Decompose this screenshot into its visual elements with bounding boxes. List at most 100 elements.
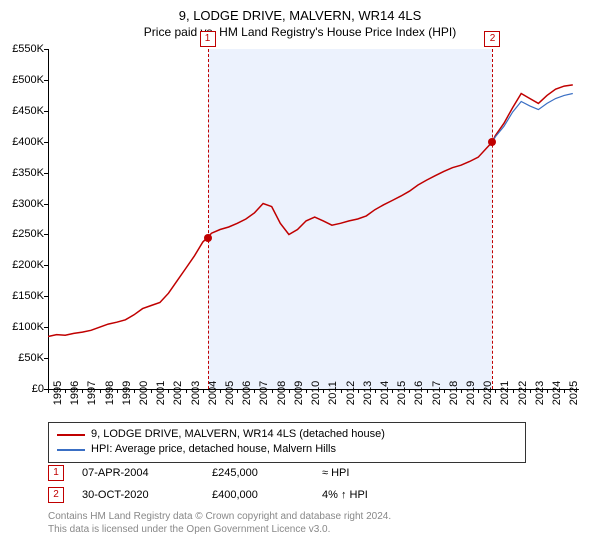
y-tick bbox=[44, 80, 48, 81]
x-tick bbox=[151, 389, 152, 393]
x-tick-label: 2018 bbox=[448, 381, 460, 405]
y-tick-label: £550K bbox=[0, 43, 44, 55]
x-tick-label: 2004 bbox=[207, 381, 219, 405]
x-tick-label: 1997 bbox=[86, 381, 98, 405]
y-tick-label: £400K bbox=[0, 136, 44, 148]
y-tick-label: £50K bbox=[0, 352, 44, 364]
x-tick bbox=[134, 389, 135, 393]
x-tick-label: 2022 bbox=[517, 381, 529, 405]
x-tick-label: 2010 bbox=[310, 381, 322, 405]
series-line-property bbox=[48, 85, 573, 337]
y-tick-label: £300K bbox=[0, 198, 44, 210]
x-tick-label: 2014 bbox=[379, 381, 391, 405]
line-layer bbox=[48, 49, 578, 389]
x-tick-label: 2025 bbox=[568, 381, 580, 405]
sale-row-price: £245,000 bbox=[212, 467, 322, 479]
x-tick-label: 1999 bbox=[121, 381, 133, 405]
x-tick-label: 2024 bbox=[551, 381, 563, 405]
x-tick bbox=[358, 389, 359, 393]
legend: 9, LODGE DRIVE, MALVERN, WR14 4LS (detac… bbox=[48, 422, 526, 463]
x-tick-label: 2006 bbox=[241, 381, 253, 405]
sale-marker-line bbox=[492, 49, 493, 389]
x-tick-label: 2019 bbox=[465, 381, 477, 405]
y-tick bbox=[44, 234, 48, 235]
x-tick bbox=[427, 389, 428, 393]
legend-label: HPI: Average price, detached house, Malv… bbox=[91, 442, 336, 457]
x-tick bbox=[272, 389, 273, 393]
sale-point bbox=[204, 234, 212, 242]
x-tick bbox=[409, 389, 410, 393]
y-tick bbox=[44, 358, 48, 359]
y-tick bbox=[44, 204, 48, 205]
x-tick-label: 1995 bbox=[52, 381, 64, 405]
x-tick bbox=[341, 389, 342, 393]
x-tick bbox=[392, 389, 393, 393]
y-tick-label: £200K bbox=[0, 259, 44, 271]
footer-line2: This data is licensed under the Open Gov… bbox=[48, 523, 391, 536]
sale-row-diff: 4% ↑ HPI bbox=[322, 489, 432, 501]
sale-row: 107-APR-2004£245,000≈ HPI bbox=[48, 462, 432, 484]
x-tick-label: 2021 bbox=[499, 381, 511, 405]
x-tick bbox=[254, 389, 255, 393]
y-tick-label: £500K bbox=[0, 74, 44, 86]
x-tick-label: 1996 bbox=[69, 381, 81, 405]
x-tick-label: 2023 bbox=[534, 381, 546, 405]
x-tick-label: 2012 bbox=[345, 381, 357, 405]
y-tick-label: £250K bbox=[0, 228, 44, 240]
sale-row-badge: 2 bbox=[48, 487, 64, 503]
page-subtitle: Price paid vs. HM Land Registry's House … bbox=[0, 23, 600, 39]
sale-row: 2 30-OCT-2020£400,0004% ↑ HPI bbox=[48, 484, 432, 506]
legend-label: 9, LODGE DRIVE, MALVERN, WR14 4LS (detac… bbox=[91, 427, 385, 442]
chart: £0£50K£100K£150K£200K£250K£300K£350K£400… bbox=[48, 49, 578, 389]
x-tick-label: 2005 bbox=[224, 381, 236, 405]
x-tick-label: 2016 bbox=[413, 381, 425, 405]
x-tick-label: 2001 bbox=[155, 381, 167, 405]
x-tick bbox=[323, 389, 324, 393]
x-tick bbox=[237, 389, 238, 393]
sale-row-badge: 1 bbox=[48, 465, 64, 481]
x-tick bbox=[530, 389, 531, 393]
x-tick bbox=[82, 389, 83, 393]
sale-row-date: 30-OCT-2020 bbox=[82, 489, 212, 501]
x-tick bbox=[495, 389, 496, 393]
sale-marker-badge: 2 bbox=[484, 31, 500, 47]
y-tick-label: £450K bbox=[0, 105, 44, 117]
x-tick-label: 2002 bbox=[172, 381, 184, 405]
x-tick bbox=[375, 389, 376, 393]
y-tick-label: £100K bbox=[0, 321, 44, 333]
x-tick-label: 1998 bbox=[104, 381, 116, 405]
x-tick bbox=[48, 389, 49, 393]
legend-item: 9, LODGE DRIVE, MALVERN, WR14 4LS (detac… bbox=[57, 427, 517, 442]
sale-row-diff: ≈ HPI bbox=[322, 467, 432, 479]
x-tick bbox=[444, 389, 445, 393]
y-tick bbox=[44, 327, 48, 328]
x-tick bbox=[289, 389, 290, 393]
x-tick-label: 2011 bbox=[327, 381, 339, 405]
sales-table: 107-APR-2004£245,000≈ HPI 2 30-OCT-2020£40… bbox=[48, 462, 432, 506]
footer-attribution: Contains HM Land Registry data © Crown c… bbox=[48, 510, 391, 536]
sale-marker-badge: 1 bbox=[200, 31, 216, 47]
x-tick-label: 2000 bbox=[138, 381, 150, 405]
x-tick-label: 2017 bbox=[431, 381, 443, 405]
x-tick bbox=[461, 389, 462, 393]
sale-row-price: £400,000 bbox=[212, 489, 322, 501]
legend-swatch bbox=[57, 434, 85, 436]
sale-marker-line bbox=[208, 49, 209, 389]
footer-line1: Contains HM Land Registry data © Crown c… bbox=[48, 510, 391, 523]
x-tick bbox=[220, 389, 221, 393]
x-tick-label: 2003 bbox=[190, 381, 202, 405]
x-tick bbox=[186, 389, 187, 393]
sale-point bbox=[488, 138, 496, 146]
x-tick-label: 2009 bbox=[293, 381, 305, 405]
y-tick bbox=[44, 111, 48, 112]
x-tick bbox=[564, 389, 565, 393]
x-tick bbox=[100, 389, 101, 393]
x-tick bbox=[547, 389, 548, 393]
x-tick bbox=[478, 389, 479, 393]
legend-swatch bbox=[57, 449, 85, 451]
page-title: 9, LODGE DRIVE, MALVERN, WR14 4LS bbox=[0, 0, 600, 23]
y-tick bbox=[44, 265, 48, 266]
y-tick bbox=[44, 49, 48, 50]
y-tick bbox=[44, 173, 48, 174]
x-tick bbox=[513, 389, 514, 393]
